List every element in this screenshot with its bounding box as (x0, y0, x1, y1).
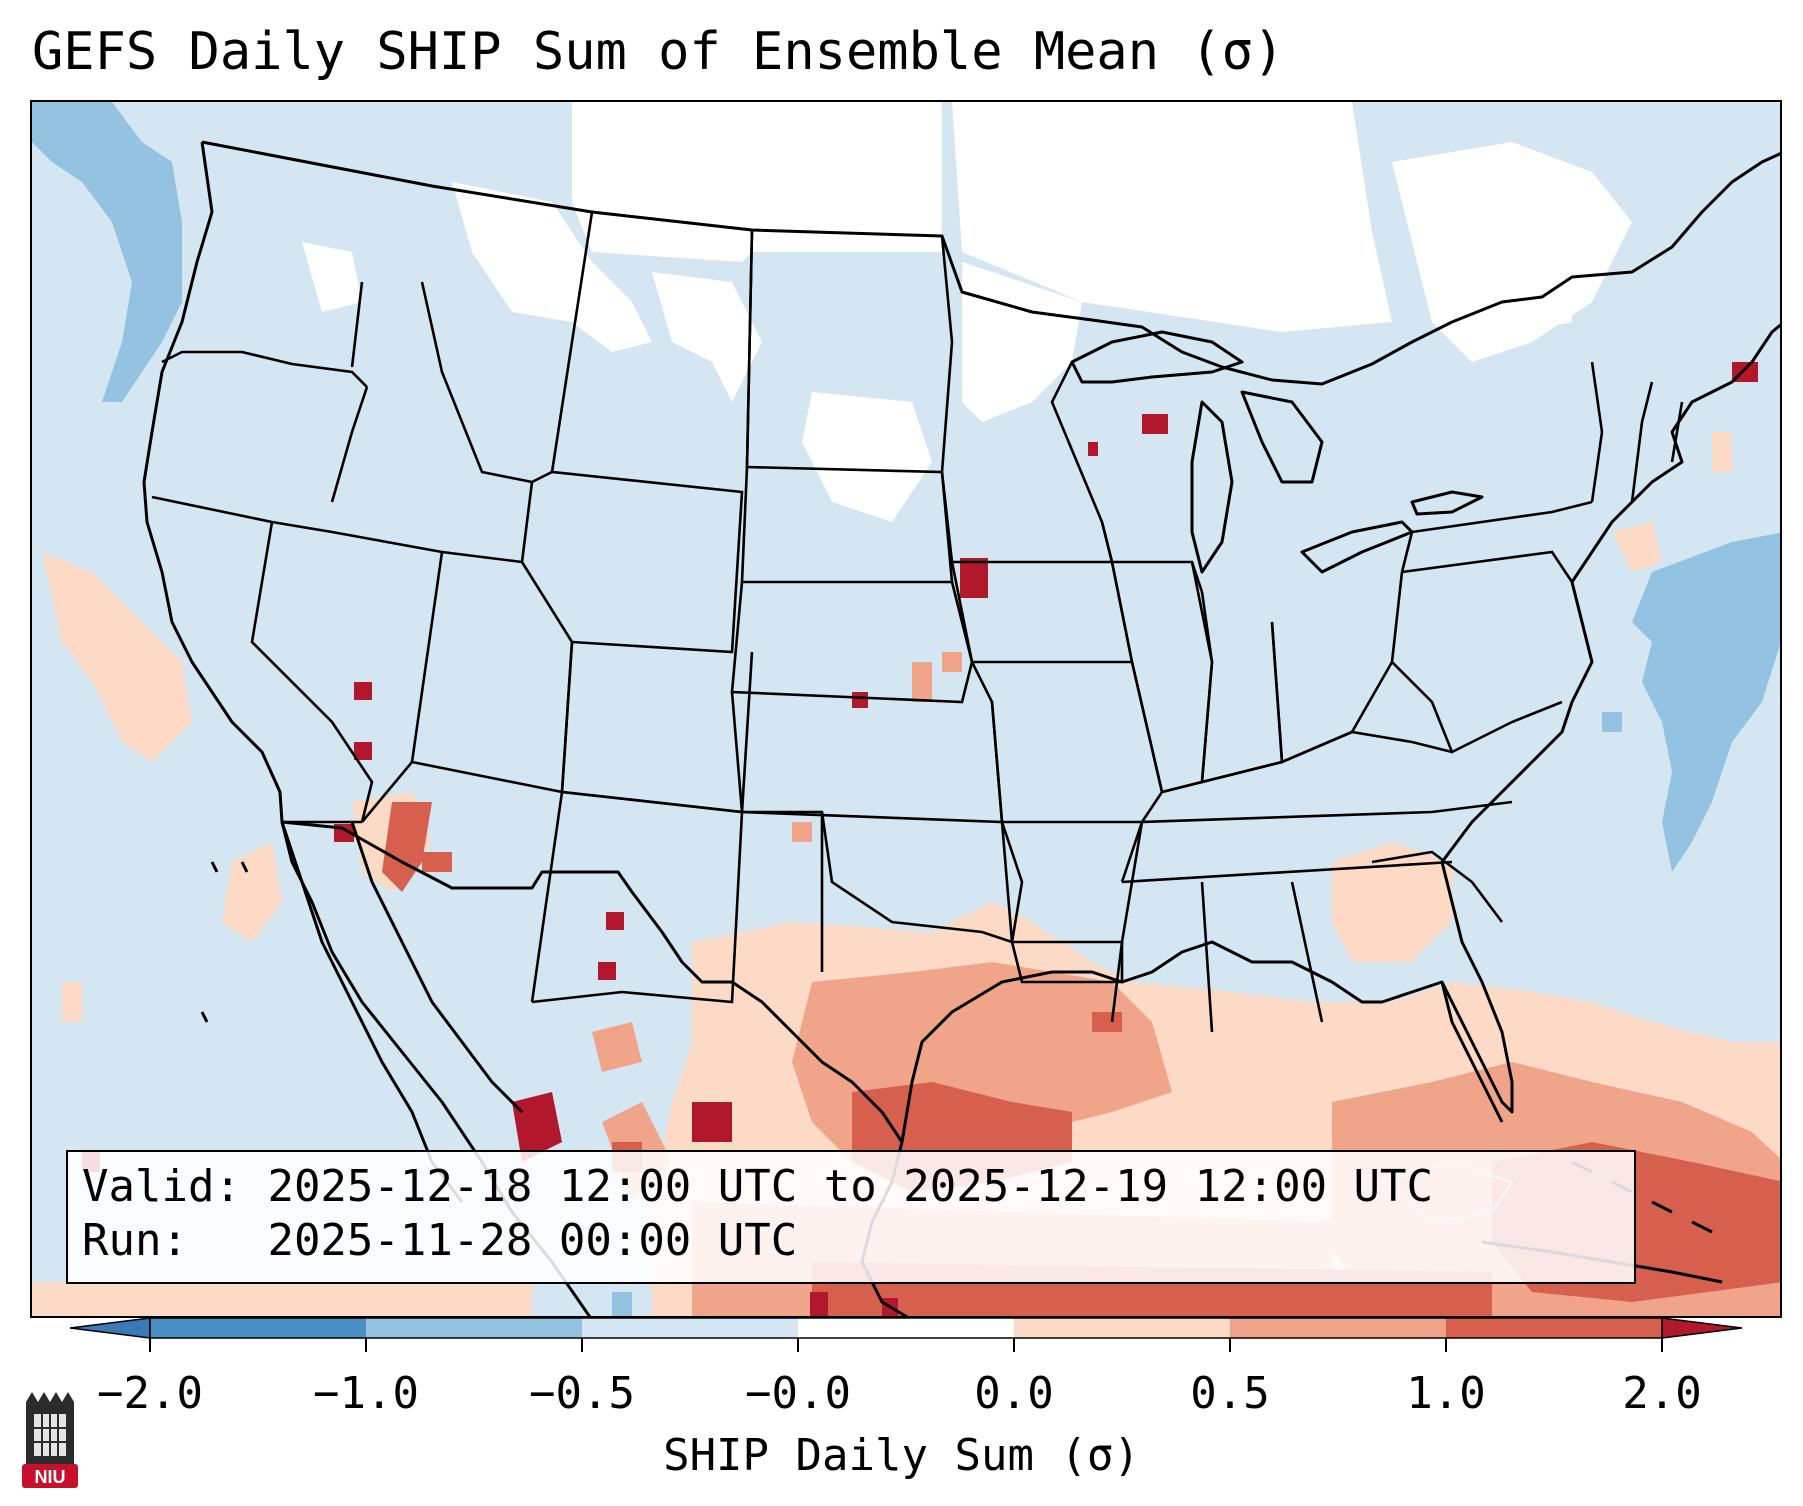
map-title: GEFS Daily SHIP Sum of Ensemble Mean (σ) (32, 22, 1285, 82)
lake-superior (1070, 330, 1244, 384)
run-label: Run: (82, 1215, 188, 1266)
map-canvas (32, 102, 1780, 1316)
colorbar-bin-05-1 (1230, 1318, 1446, 1338)
mexico-west-coast (350, 821, 524, 1114)
colorbar-bin-0-0 (798, 1318, 1014, 1338)
east-coast (1440, 323, 1780, 863)
colorbar-bin-neg1-neg05 (366, 1318, 582, 1338)
colorbar-ticks (149, 1338, 1663, 1352)
valid-run-info-box: Valid: 2025-12-18 12:00 UTC to 2025-12-1… (66, 1150, 1636, 1284)
colorbar-tick-label: 0.5 (1190, 1368, 1270, 1419)
colorbar-tick-label: 0.0 (974, 1368, 1054, 1419)
run-value: 2025-11-28 00:00 UTC (267, 1215, 798, 1266)
colorbar (70, 1318, 1743, 1352)
florida (1440, 981, 1504, 1123)
near-zero-shading (302, 102, 1632, 522)
mexico-border (281, 820, 904, 1143)
niu-logo: NIU (22, 1392, 78, 1488)
colorbar-over (1661, 1318, 1743, 1339)
valid-line: Valid: 2025-12-18 12:00 UTC to 2025-12-1… (82, 1160, 1620, 1214)
state-lines (151, 210, 1684, 1033)
lake-erie (1300, 520, 1414, 574)
colorbar-frame (149, 1318, 1663, 1339)
colorbar-bin-0-05 (1014, 1318, 1230, 1338)
colorbar-tick-label: 1.0 (1406, 1368, 1486, 1419)
lake-ontario (1410, 490, 1484, 516)
lake-huron (1240, 390, 1324, 484)
lake-michigan (1190, 400, 1234, 574)
west-coast (142, 141, 592, 1316)
colorbar-bin-1-2 (1446, 1318, 1662, 1338)
colorbar-tick-label: 2.0 (1622, 1368, 1702, 1419)
colorbar-tick-label: −1.0 (313, 1368, 419, 1419)
map-panel (30, 100, 1782, 1318)
negative-shading (32, 102, 1780, 1316)
valid-label: Valid: (82, 1161, 241, 1212)
colorbar-bin-neg05-0 (582, 1318, 798, 1338)
colorbar-under (70, 1318, 151, 1339)
colorbar-label: SHIP Daily Sum (σ) (663, 1430, 1140, 1481)
colorbar-tick-label: −2.0 (97, 1368, 203, 1419)
run-line: Run: 2025-11-28 00:00 UTC (82, 1214, 1620, 1268)
valid-value: 2025-12-18 12:00 UTC to 2025-12-19 12:00… (267, 1161, 1434, 1212)
gulf-coast (900, 861, 1514, 1143)
niu-logo-text: NIU (35, 1467, 66, 1487)
colorbar-bin-neg2-neg1 (150, 1318, 366, 1338)
colorbar-tick-label: −0.0 (745, 1368, 851, 1419)
islands (200, 861, 249, 1023)
colorbar-tick-label: −0.5 (529, 1368, 635, 1419)
